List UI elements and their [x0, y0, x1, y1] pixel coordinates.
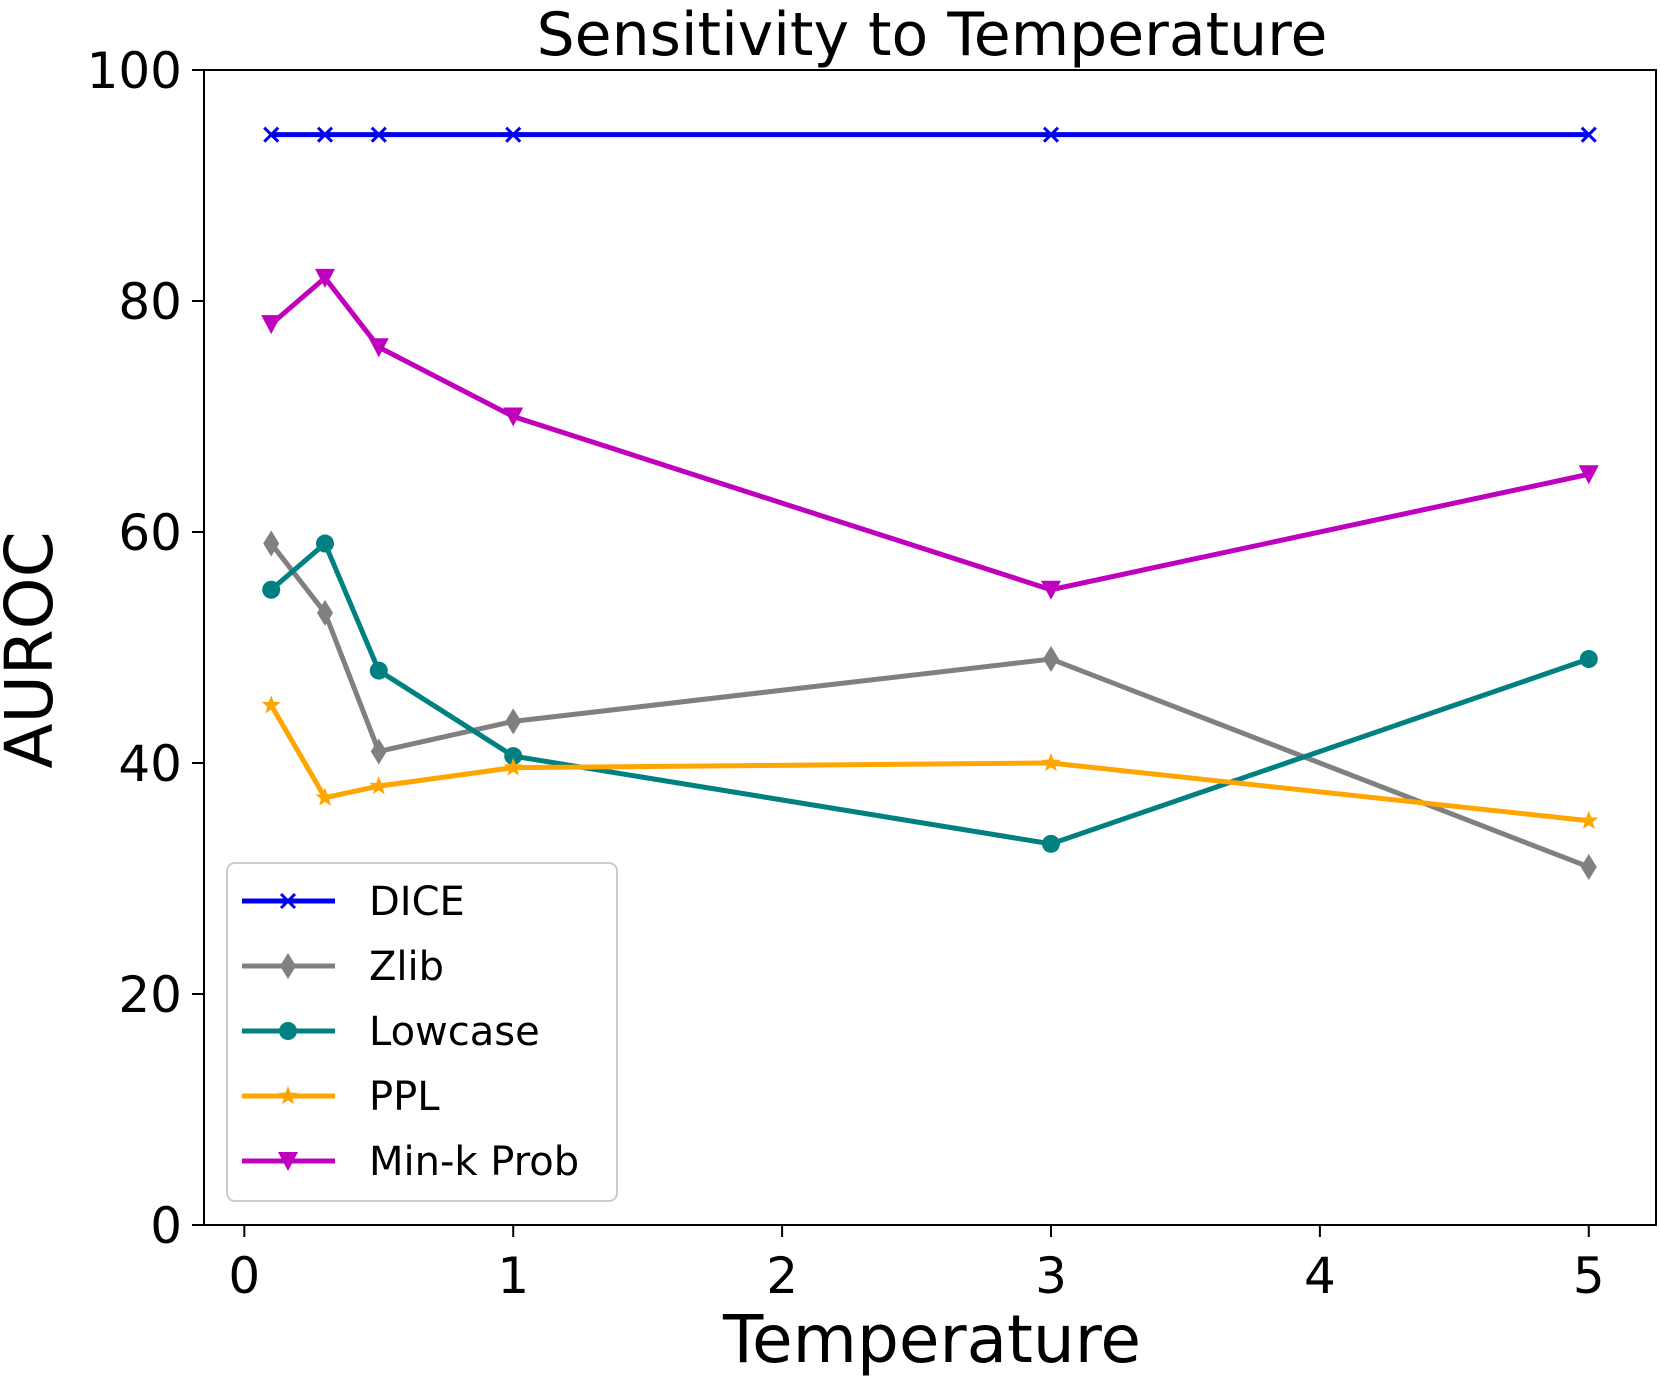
- plot-frame: [203, 69, 1657, 1226]
- data-point-zlib: [505, 708, 522, 735]
- data-point-zlib: [263, 530, 280, 557]
- legend-marker-dice: [279, 892, 297, 910]
- data-point-lowcase: [369, 661, 388, 680]
- legend-label-ppl: PPL: [369, 1074, 440, 1120]
- series-line-min-k-prob: [269, 275, 1590, 593]
- data-point-min-k-prob: [315, 268, 335, 288]
- x-axis: 0 1 2 3 4 5: [228, 1225, 1605, 1305]
- series-ppl: [261, 695, 1599, 829]
- data-point-lowcase: [504, 747, 523, 766]
- x-tick-label: 3: [1035, 1247, 1067, 1305]
- data-point-lowcase: [1042, 834, 1060, 853]
- x-tick-label: 0: [228, 1247, 260, 1305]
- plot-series: [261, 126, 1599, 880]
- legend-marker-lowcase: [279, 1022, 297, 1040]
- data-point-ppl: [503, 757, 523, 776]
- x-tick-label: 5: [1573, 1247, 1605, 1305]
- y-axis: 0 20 40 60 80 100: [87, 42, 204, 1255]
- legend-box: [226, 862, 618, 1202]
- data-point-ppl: [261, 695, 281, 714]
- y-tick-label: 40: [118, 735, 182, 793]
- chart-title: Sensitivity to Temperature: [537, 0, 1328, 70]
- series-lowcase: [262, 534, 1598, 853]
- data-point-ppl: [315, 787, 335, 806]
- data-point-dice: [1580, 126, 1597, 143]
- y-tick-label: 60: [118, 504, 182, 562]
- data-point-min-k-prob: [368, 338, 389, 358]
- data-point-dice: [316, 126, 334, 143]
- legend-label-lowcase: Lowcase: [369, 1009, 540, 1055]
- data-point-min-k-prob: [1041, 580, 1061, 600]
- legend-item-min-k-prob: Min-k Prob: [242, 1139, 579, 1185]
- series-line-ppl: [269, 703, 1590, 824]
- legend-label-zlib: Zlib: [369, 944, 444, 990]
- x-axis-label: Temperature: [722, 1301, 1141, 1377]
- series-dice: [263, 126, 1597, 143]
- legend-item-zlib: Zlib: [242, 944, 444, 990]
- y-tick-label: 80: [118, 273, 182, 331]
- y-tick-label: 20: [118, 966, 182, 1024]
- data-point-ppl: [1579, 810, 1599, 829]
- data-point-zlib: [1043, 646, 1059, 673]
- data-point-lowcase: [316, 534, 334, 553]
- x-tick-label: 4: [1304, 1247, 1336, 1305]
- legend-item-ppl: PPL: [242, 1074, 440, 1120]
- y-axis-label: AUROC: [0, 531, 68, 768]
- series-line-lowcase: [269, 541, 1590, 847]
- data-point-dice: [1042, 126, 1060, 143]
- legend-item-dice: DICE: [242, 879, 465, 925]
- data-point-ppl: [369, 776, 389, 795]
- data-point-lowcase: [1579, 650, 1598, 669]
- data-point-zlib: [1580, 853, 1597, 880]
- y-tick-label: 0: [150, 1197, 182, 1255]
- legend-marker-ppl: [278, 1086, 298, 1105]
- legend-label-min-k-prob: Min-k Prob: [369, 1139, 579, 1185]
- series-min-k-prob: [261, 268, 1599, 600]
- legend-item-lowcase: Lowcase: [242, 1009, 540, 1055]
- data-point-dice: [263, 126, 280, 143]
- data-point-ppl: [1041, 753, 1061, 772]
- legend-marker-zlib: [280, 953, 296, 979]
- data-point-dice: [370, 126, 387, 143]
- y-tick-label: 100: [87, 42, 182, 100]
- data-point-min-k-prob: [261, 315, 282, 335]
- series-line-zlib: [269, 542, 1590, 870]
- legend-marker-min-k-prob: [278, 1152, 298, 1171]
- x-tick-label: 2: [766, 1247, 798, 1305]
- legend-label-dice: DICE: [369, 879, 465, 925]
- legend: DICE Zlib Lowcase PPL Min-k Prob: [226, 862, 618, 1202]
- data-point-lowcase: [262, 580, 281, 599]
- x-tick-label: 1: [497, 1247, 529, 1305]
- data-point-zlib: [317, 599, 333, 626]
- data-point-dice: [505, 126, 522, 143]
- data-point-min-k-prob: [1578, 465, 1599, 485]
- series-zlib: [263, 530, 1597, 880]
- data-point-zlib: [370, 738, 387, 765]
- data-point-min-k-prob: [503, 407, 524, 427]
